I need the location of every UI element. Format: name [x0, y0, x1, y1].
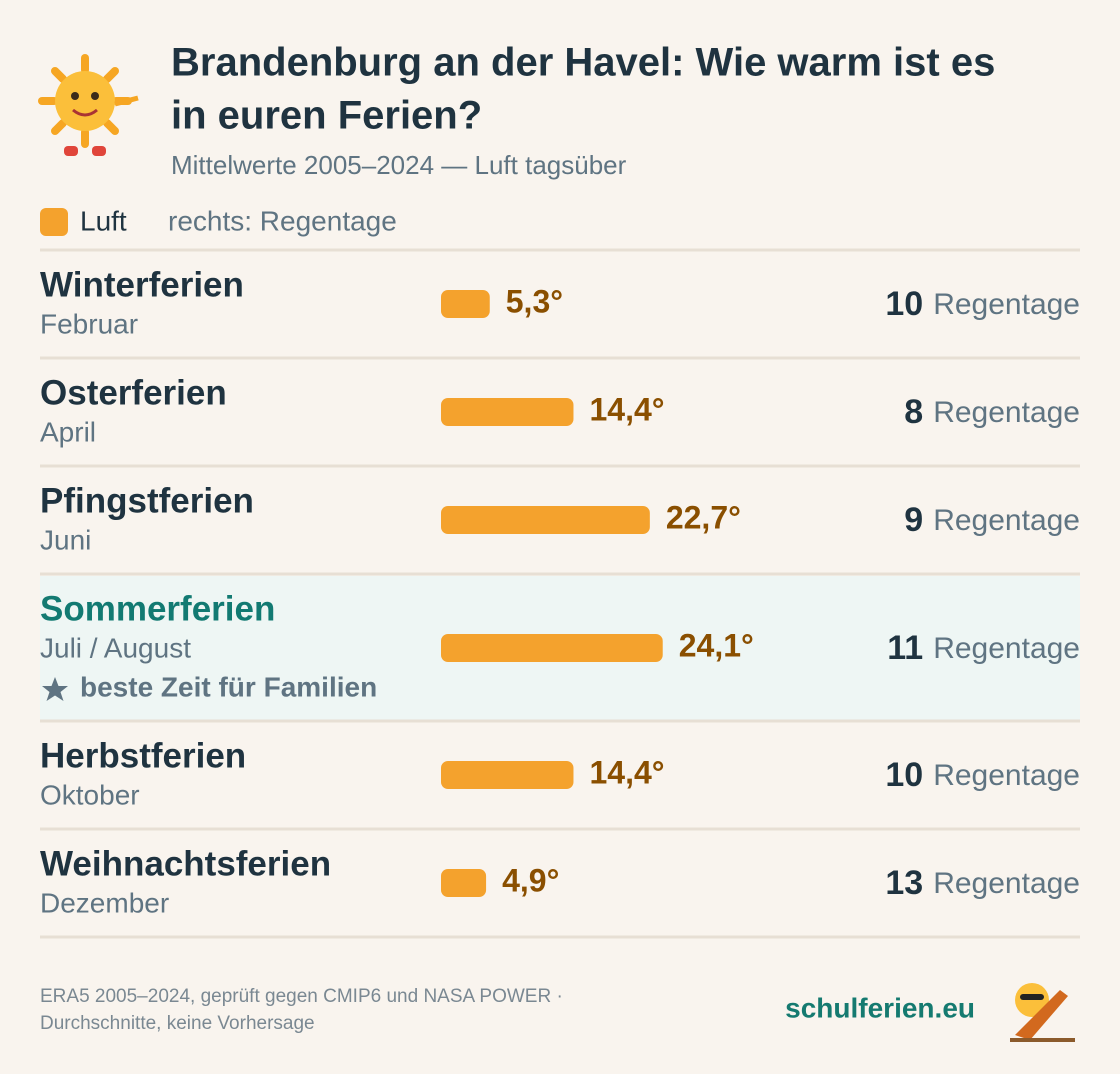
- month-label: Oktober: [40, 779, 140, 810]
- category-label: Weihnachtsferien: [40, 844, 331, 883]
- value-label: 4,9°: [502, 862, 559, 898]
- bar: [441, 869, 487, 897]
- rain-days: 10 Regentage: [885, 285, 1080, 323]
- month-label: April: [40, 416, 96, 447]
- highlight-note: beste Zeit für Familien: [80, 671, 377, 702]
- footer-note: Durchschnitte, keine Vorhersage: [40, 1013, 315, 1034]
- rain-days: 11 Regentage: [887, 629, 1080, 667]
- bar: [441, 398, 574, 426]
- rain-days-label: Regentage: [933, 867, 1080, 900]
- rain-days-value: 13: [885, 864, 923, 902]
- legend-swatch: [40, 208, 68, 236]
- sun-icon: [38, 54, 139, 156]
- star-icon: [42, 677, 68, 701]
- rain-days: 8 Regentage: [904, 393, 1080, 431]
- subtitle: Mittelwerte 2005–2024 — Luft tagsüber: [171, 150, 627, 180]
- bar: [441, 290, 490, 318]
- title: Brandenburg an der Havel: Wie warm ist e…: [171, 41, 995, 85]
- rain-days-value: 10: [885, 756, 923, 794]
- title: in euren Ferien?: [171, 94, 482, 138]
- bar: [441, 506, 650, 534]
- rain-days-value: 11: [887, 629, 923, 667]
- category-label: Pfingstferien: [40, 481, 254, 520]
- rain-days-label: Regentage: [933, 759, 1080, 792]
- rain-days: 9 Regentage: [904, 501, 1080, 539]
- footer-note: ERA5 2005–2024, geprüft gegen CMIP6 und …: [40, 986, 563, 1007]
- legend-label: Luft: [80, 205, 127, 236]
- rain-days: 13 Regentage: [885, 864, 1080, 902]
- rain-days-value: 9: [904, 501, 923, 539]
- month-label: Juli / August: [40, 632, 191, 663]
- bar: [441, 634, 663, 662]
- beach-sun-icon: [1010, 983, 1075, 1042]
- legend-note: rechts: Regentage: [168, 205, 397, 236]
- value-label: 14,4°: [589, 754, 664, 790]
- month-label: Februar: [40, 308, 138, 339]
- category-label: Winterferien: [40, 265, 244, 304]
- value-label: 14,4°: [589, 391, 664, 427]
- rain-days-label: Regentage: [933, 504, 1080, 537]
- rain-days: 10 Regentage: [885, 756, 1080, 794]
- month-label: Juni: [40, 524, 91, 555]
- value-label: 5,3°: [506, 283, 563, 319]
- category-label: Sommerferien: [40, 589, 275, 628]
- brand: schulferien.eu: [785, 992, 975, 1023]
- rain-days-label: Regentage: [933, 396, 1080, 429]
- category-label: Osterferien: [40, 373, 227, 412]
- rain-days-label: Regentage: [933, 288, 1080, 321]
- category-label: Herbstferien: [40, 736, 246, 775]
- bar: [441, 761, 574, 789]
- month-label: Dezember: [40, 887, 169, 918]
- rain-days-label: Regentage: [933, 632, 1080, 665]
- rain-days-value: 8: [904, 393, 923, 431]
- rain-days-value: 10: [885, 285, 923, 323]
- value-label: 24,1°: [679, 627, 754, 663]
- value-label: 22,7°: [666, 499, 741, 535]
